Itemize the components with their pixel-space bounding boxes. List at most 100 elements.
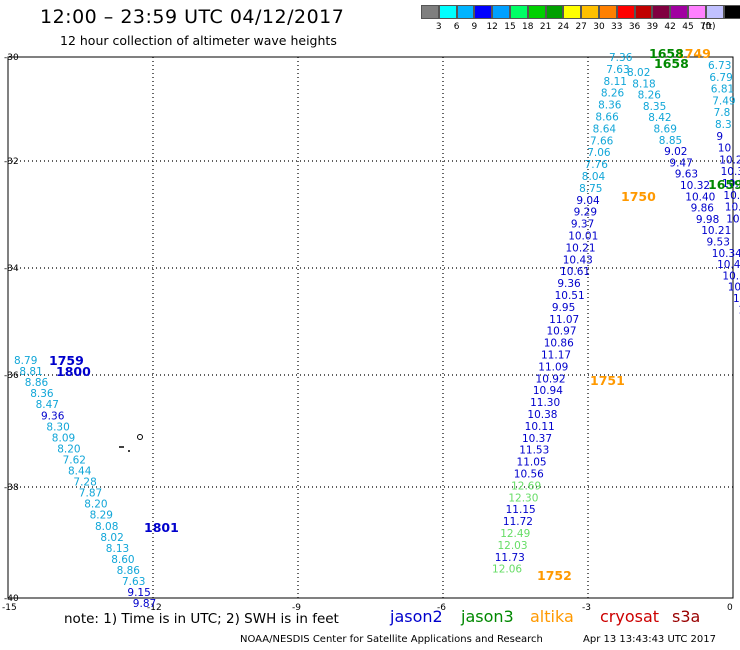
wave-height-label: 6.79 bbox=[709, 72, 732, 84]
wave-height-label: 11.73 bbox=[495, 552, 525, 564]
legend-item-jason3: jason3 bbox=[461, 607, 514, 626]
scale-swatch bbox=[670, 5, 688, 19]
wave-height-label: 8.08 bbox=[95, 521, 118, 533]
scale-swatch bbox=[456, 5, 475, 19]
wave-height-label: 7.63 bbox=[606, 64, 629, 76]
scale-swatch bbox=[581, 5, 599, 19]
time-label: 1751 bbox=[590, 373, 625, 388]
scale-label: 45 bbox=[682, 22, 694, 32]
wave-height-label: 11.09 bbox=[538, 361, 568, 373]
scale-swatch bbox=[545, 5, 564, 19]
credit-text: NOAA/NESDIS Center for Satellite Applica… bbox=[240, 634, 543, 645]
wave-height-label: 10.40 bbox=[685, 191, 715, 203]
time-label: 1749 bbox=[676, 46, 711, 61]
y-axis-label: -36 bbox=[4, 371, 19, 381]
color-scale-unit: (ft) bbox=[702, 22, 716, 32]
wave-height-label: 7.8 bbox=[714, 107, 731, 119]
wave-height-label: 12.06 bbox=[492, 564, 522, 576]
y-axis-label: -32 bbox=[4, 157, 19, 167]
scale-label: 42 bbox=[664, 22, 676, 32]
wave-height-label: 8.26 bbox=[601, 88, 625, 100]
x-axis-label: -3 bbox=[582, 603, 591, 613]
wave-height-label: 8.26 bbox=[638, 90, 662, 102]
time-label: 1658 bbox=[649, 46, 684, 61]
wave-height-label: 8.02 bbox=[100, 532, 123, 544]
wave-height-label: 12.30 bbox=[508, 492, 538, 504]
wave-height-label: 8.29 bbox=[90, 510, 113, 522]
scale-label: 39 bbox=[646, 22, 659, 32]
wave-height-label: 8.86 bbox=[25, 377, 49, 389]
time-label: 1750 bbox=[621, 189, 656, 204]
wave-height-label: 10.61 bbox=[560, 266, 590, 278]
wave-height-label: 10.32 bbox=[680, 180, 710, 192]
wave-height-label: 10.55 bbox=[722, 178, 740, 190]
wave-height-label: 7.49 bbox=[712, 95, 735, 107]
wave-height-label: 8.66 bbox=[595, 112, 619, 124]
scale-label: 21 bbox=[539, 22, 552, 32]
wave-height-label: 9.15 bbox=[127, 587, 150, 599]
wave-height-label: 8.35 bbox=[643, 101, 666, 113]
wave-height-label: 10.92 bbox=[536, 373, 566, 385]
wave-height-label: 8.13 bbox=[106, 543, 129, 555]
wave-height-label: 11.15 bbox=[506, 504, 536, 516]
scale-swatch bbox=[687, 5, 706, 19]
legend-item-s3a: s3a bbox=[672, 607, 701, 626]
wave-height-label: 9.02 bbox=[664, 146, 687, 158]
wave-height-label: 8.81 bbox=[19, 366, 42, 378]
wave-height-label: 9.63 bbox=[675, 169, 698, 181]
color-scale bbox=[421, 5, 740, 19]
wave-height-label: 10.21 bbox=[701, 225, 731, 237]
wave-height-label: 12.69 bbox=[511, 480, 541, 492]
wave-height-label: 7.06 bbox=[587, 147, 611, 159]
time-label: 1800 bbox=[56, 364, 91, 379]
scale-label: 18 bbox=[522, 22, 534, 32]
time-label: 1752 bbox=[537, 568, 572, 583]
wave-height-label: 6.73 bbox=[708, 60, 731, 72]
wave-height-label: 10.71 bbox=[733, 293, 740, 305]
wave-height-label: 10.38 bbox=[527, 409, 557, 421]
wave-height-label: 8.20 bbox=[57, 443, 80, 455]
wave-height-label: 8.02 bbox=[627, 67, 650, 79]
legend-item-altika: altika bbox=[530, 607, 574, 626]
scale-label: 36 bbox=[628, 22, 641, 32]
wave-height-label: 8.85 bbox=[659, 135, 682, 147]
time-label: 1759 bbox=[49, 353, 84, 368]
wave-height-label: 7.36 bbox=[609, 52, 633, 64]
wave-height-label: 9.37 bbox=[571, 219, 594, 231]
scale-label: 70 bbox=[700, 22, 712, 32]
wave-height-label: 8.86 bbox=[117, 565, 141, 577]
wave-height-label: 8.20 bbox=[84, 499, 107, 511]
x-axis-label: -15 bbox=[2, 603, 17, 613]
scale-swatch bbox=[616, 5, 635, 19]
wave-height-label: 7.66 bbox=[590, 135, 614, 147]
time-label: 1659 bbox=[708, 177, 740, 192]
x-axis-label: -6 bbox=[437, 603, 446, 613]
scale-label: 24 bbox=[557, 22, 570, 32]
wave-height-label: 8.42 bbox=[648, 112, 671, 124]
wave-height-label: 11.17 bbox=[541, 350, 571, 362]
wave-height-label: 9.95 bbox=[552, 302, 575, 314]
note-text: note: 1) Time is in UTC; 2) SWH is in fe… bbox=[64, 611, 339, 627]
wave-height-label: 10.27 bbox=[719, 154, 740, 166]
wave-height-label: 9.36 bbox=[557, 278, 581, 290]
page-subtitle: 12 hour collection of altimeter wave hei… bbox=[60, 33, 337, 48]
x-axis-label: -12 bbox=[147, 603, 162, 613]
wave-height-label: 9.47 bbox=[669, 157, 692, 169]
wave-height-label: 11.72 bbox=[503, 516, 533, 528]
wave-height-label: 11.07 bbox=[549, 314, 579, 326]
scale-swatch bbox=[723, 5, 740, 19]
scale-swatch bbox=[634, 5, 653, 19]
y-axis-label: -34 bbox=[4, 264, 19, 274]
scale-swatch bbox=[598, 5, 617, 19]
wave-height-label: 9 bbox=[716, 131, 723, 143]
wave-height-label: 10.21 bbox=[565, 242, 595, 254]
wave-height-label: 10.45 bbox=[717, 259, 740, 271]
wave-height-label: 10.11 bbox=[525, 421, 555, 433]
legend-item-cryosat: cryosat bbox=[600, 607, 660, 626]
wave-height-label: 11.53 bbox=[519, 445, 549, 457]
wave-height-label: 8.09 bbox=[52, 432, 75, 444]
x-axis-label: -9 bbox=[292, 603, 301, 613]
wave-height-label: 7.62 bbox=[63, 454, 86, 466]
wave-height-label: 9.29 bbox=[574, 207, 597, 219]
